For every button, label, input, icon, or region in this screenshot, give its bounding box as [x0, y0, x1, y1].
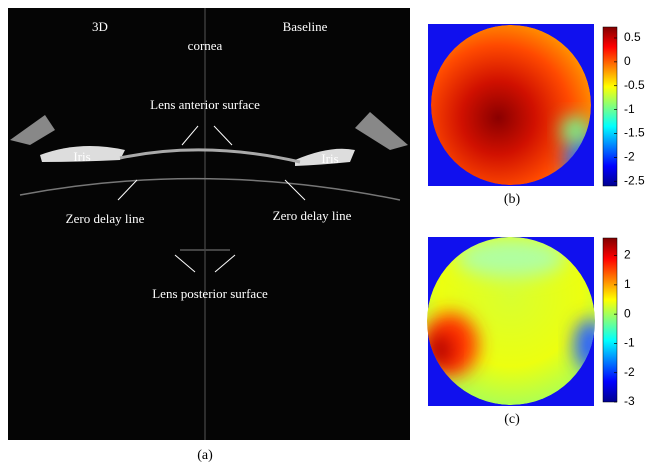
- tick-label: -2.5: [624, 173, 645, 187]
- annotation: Lens anterior surface: [150, 97, 260, 112]
- colorbar: [603, 27, 617, 186]
- tick-label: 0.5: [624, 30, 641, 44]
- tick-label: -1: [624, 102, 635, 116]
- annotation: Baseline: [283, 19, 328, 34]
- tick-label: 0: [624, 54, 631, 68]
- annotation: Iris: [321, 151, 338, 166]
- annotation: 3D: [92, 19, 108, 34]
- tick-label: 0: [624, 306, 631, 320]
- heatmap: [422, 237, 606, 406]
- tick-label: 1: [624, 277, 631, 291]
- annotation: Lens posterior surface: [152, 286, 268, 301]
- panel-label: (b): [504, 192, 521, 207]
- annotation: cornea: [188, 38, 223, 53]
- tick-label: -1: [624, 336, 635, 350]
- colorbar: [603, 238, 617, 402]
- tick-label: -0.5: [624, 78, 645, 92]
- tick-label: -2: [624, 365, 635, 379]
- annotation: Zero delay line: [66, 211, 145, 226]
- heatmap: [428, 24, 605, 186]
- panel-label: (c): [504, 412, 520, 427]
- annotation: Iris: [73, 149, 90, 164]
- tick-label: -3: [624, 394, 635, 408]
- annotation: Zero delay line: [273, 208, 352, 223]
- oct-image: 3D Baseline cornea Lens anterior surface…: [8, 8, 410, 440]
- figure: 3D Baseline cornea Lens anterior surface…: [0, 0, 647, 466]
- panel-label: (a): [197, 448, 213, 463]
- tick-label: -1.5: [624, 126, 645, 140]
- tick-label: 2: [624, 248, 631, 262]
- tick-label: -2: [624, 150, 635, 164]
